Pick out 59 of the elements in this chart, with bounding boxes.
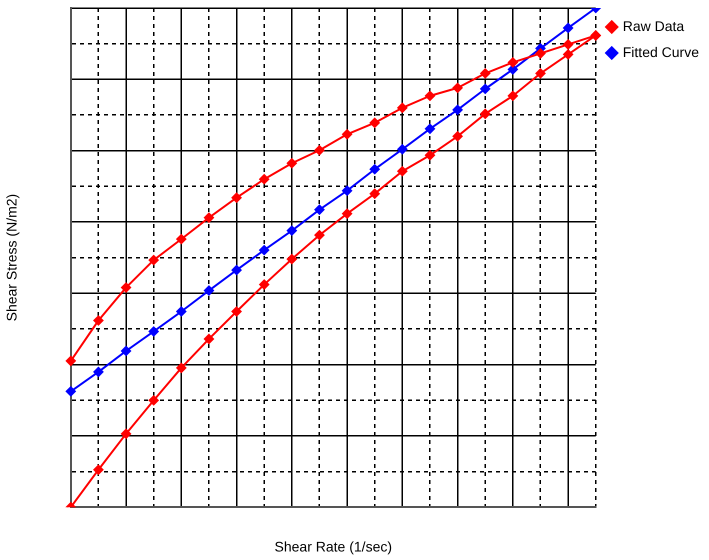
point xyxy=(176,234,186,244)
point xyxy=(286,254,297,264)
point xyxy=(424,124,435,134)
point xyxy=(452,104,463,115)
point xyxy=(259,174,270,184)
point xyxy=(232,306,242,317)
point xyxy=(121,282,132,293)
point xyxy=(286,226,297,236)
point xyxy=(370,164,380,174)
x-axis-title: Shear Rate (1/sec) xyxy=(274,538,392,554)
legend-label: Raw Data xyxy=(622,18,684,34)
point xyxy=(342,129,352,140)
point xyxy=(397,166,408,176)
point xyxy=(480,84,490,94)
point xyxy=(66,356,76,366)
point xyxy=(535,68,546,78)
point xyxy=(259,280,270,290)
point xyxy=(370,188,380,199)
point xyxy=(480,68,490,78)
point xyxy=(204,212,214,223)
point xyxy=(148,255,159,266)
point xyxy=(370,118,380,128)
point xyxy=(314,145,324,156)
point xyxy=(232,192,242,203)
y-axis-title: Shear Stress (N/m2) xyxy=(3,194,20,322)
point xyxy=(93,464,104,475)
point xyxy=(93,316,104,326)
point xyxy=(121,346,132,356)
point xyxy=(204,286,214,296)
point xyxy=(424,150,435,160)
point xyxy=(424,90,435,101)
point xyxy=(286,158,297,168)
point xyxy=(148,395,159,406)
point xyxy=(148,326,159,336)
point xyxy=(342,186,352,196)
point xyxy=(397,102,408,113)
point xyxy=(259,245,270,256)
point xyxy=(66,386,76,396)
point xyxy=(342,208,352,219)
point xyxy=(176,306,186,317)
point xyxy=(452,131,463,142)
point xyxy=(176,362,186,373)
point xyxy=(508,57,518,68)
point xyxy=(204,334,214,344)
point xyxy=(452,82,463,93)
point xyxy=(93,366,104,377)
point xyxy=(480,108,490,119)
point xyxy=(121,428,132,439)
point xyxy=(314,204,324,215)
point xyxy=(232,265,242,276)
point xyxy=(563,39,574,50)
point xyxy=(314,230,324,240)
point xyxy=(397,144,408,154)
point xyxy=(508,90,518,101)
point xyxy=(535,48,546,58)
point xyxy=(563,22,574,33)
legend-label: Fitted Curve xyxy=(622,44,700,60)
point xyxy=(563,49,574,60)
point xyxy=(508,64,518,74)
